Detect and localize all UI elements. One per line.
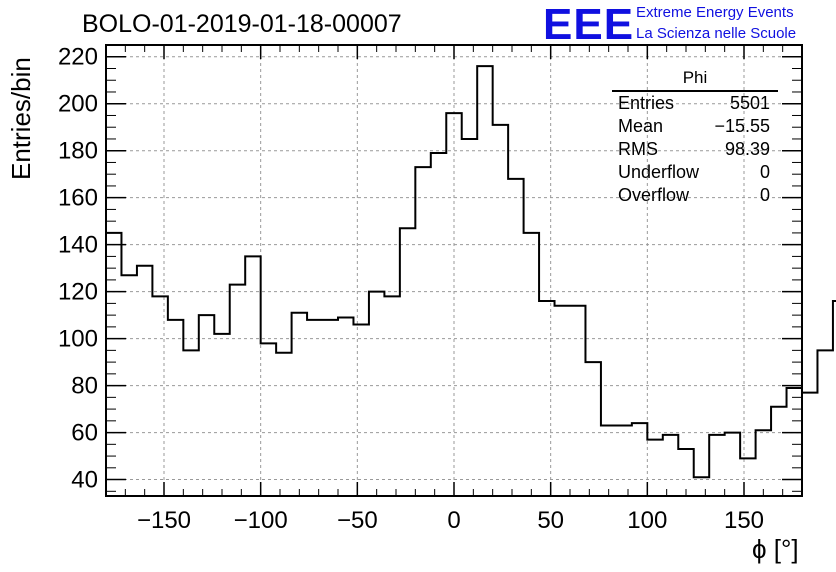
x-tick-label: 100	[627, 507, 667, 534]
x-tick-label: −150	[137, 507, 191, 534]
stats-row-mean: Mean −15.55	[618, 116, 770, 138]
x-tick-label: 50	[537, 507, 564, 534]
stats-key: Overflow	[618, 185, 690, 205]
x-tick-label: −100	[234, 507, 288, 534]
grid-lines	[106, 45, 802, 496]
stats-value: −15.55	[714, 116, 770, 136]
stats-key: Entries	[618, 93, 675, 113]
y-axis-label: Entries/bin	[6, 57, 36, 180]
logo-line-1: Extreme Energy Events	[636, 4, 794, 21]
stats-separator	[612, 90, 778, 92]
logo-line-2: La Scienza nelle Scuole	[636, 25, 797, 42]
stats-key: Mean	[618, 116, 664, 136]
y-tick-label: 120	[58, 279, 98, 306]
y-tick-label: 200	[58, 91, 98, 118]
stats-row-entries: Entries 5501	[618, 93, 770, 115]
stats-value: 0	[759, 162, 770, 182]
x-tick-label: −50	[337, 507, 378, 534]
tick-labels: −150 −100 −50 0 50 100 150 40 60 80 100 120 140 160 18…	[58, 44, 764, 534]
stats-value: 98.39	[724, 139, 770, 159]
chart-title: BOLO-01-2019-01-18-00007	[82, 10, 402, 38]
stats-title: Phi	[682, 68, 708, 87]
stats-value: 0	[759, 185, 770, 205]
histogram-line	[106, 65, 836, 479]
stats-key: Underflow	[618, 162, 700, 182]
stats-value: 5501	[729, 93, 770, 113]
y-tick-label: 220	[58, 44, 98, 71]
x-tick-label: 0	[447, 507, 460, 534]
stats-key: RMS	[618, 139, 658, 159]
stats-row-rms: RMS 98.39	[618, 139, 770, 161]
histogram-step-path	[106, 65, 836, 479]
y-tick-label: 80	[71, 373, 98, 400]
stats-row-overflow: Overflow 0	[618, 185, 770, 207]
y-tick-label: 180	[58, 138, 98, 165]
y-tick-label: 40	[71, 467, 98, 494]
y-tick-label: 60	[71, 420, 98, 447]
stats-row-underflow: Underflow 0	[618, 162, 770, 184]
axis-ticks	[105, 44, 803, 496]
x-axis-label: ϕ [°]	[752, 534, 799, 564]
y-tick-label: 100	[58, 326, 98, 353]
eee-logo: EEE	[543, 0, 635, 49]
y-tick-label: 140	[58, 232, 98, 259]
x-tick-label: 150	[724, 507, 764, 534]
y-tick-label: 160	[58, 185, 98, 212]
